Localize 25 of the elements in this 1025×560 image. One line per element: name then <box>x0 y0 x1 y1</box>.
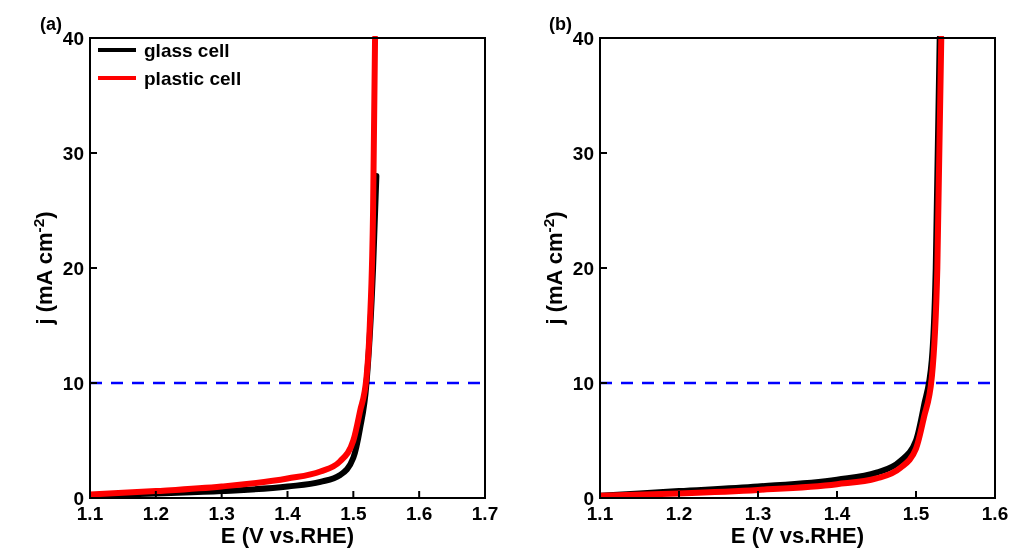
x-tick-label: 1.3 <box>744 503 772 524</box>
y-tick-label: 40 <box>572 27 594 49</box>
chart-title: (b) <box>549 14 572 34</box>
x-tick-label: 1.5 <box>340 503 367 524</box>
x-tick-label: 1.6 <box>981 503 1009 524</box>
y-tick-label: 40 <box>62 27 84 49</box>
x-axis-title: E (V vs.RHE) <box>220 523 355 548</box>
x-tick-label: 1.5 <box>902 503 930 524</box>
legend-label: glass cell <box>144 39 230 61</box>
x-tick-label: 1.7 <box>471 503 499 524</box>
x-tick-label: 1.2 <box>142 503 170 524</box>
y-tick-label: 30 <box>572 142 594 164</box>
y-tick-label: 30 <box>62 142 84 164</box>
y-tick-label: 20 <box>62 257 84 279</box>
y-tick-label: 10 <box>572 372 594 394</box>
x-tick-label: 1.2 <box>665 503 693 524</box>
x-tick-label: 1.4 <box>274 503 302 524</box>
y-tick-label: 10 <box>62 372 84 394</box>
legend-label: plastic cell <box>144 67 242 89</box>
x-tick-label: 1.4 <box>823 503 851 524</box>
x-tick-label: 1.6 <box>405 503 433 524</box>
x-axis-title: E (V vs.RHE) <box>730 523 865 548</box>
x-tick-label: 1.3 <box>208 503 235 524</box>
chart-title: (a) <box>40 14 62 34</box>
y-tick-label: 20 <box>572 257 594 279</box>
